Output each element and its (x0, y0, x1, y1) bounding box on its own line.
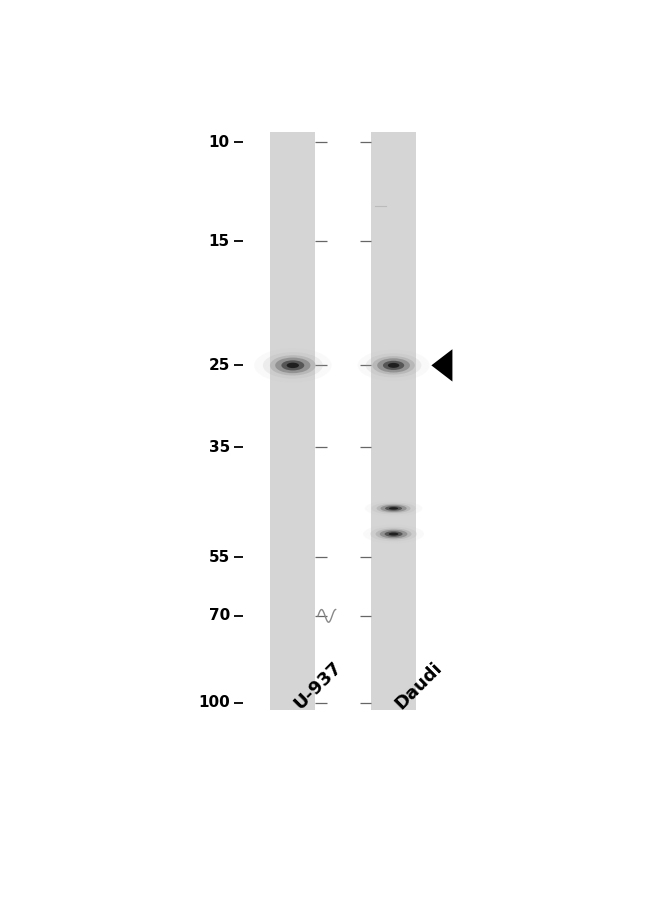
Ellipse shape (270, 356, 316, 376)
Ellipse shape (389, 507, 398, 509)
Text: Daudi: Daudi (391, 659, 445, 714)
Ellipse shape (371, 502, 416, 515)
Text: 25: 25 (209, 358, 230, 373)
Text: 70: 70 (209, 609, 230, 624)
Text: 35: 35 (209, 439, 230, 455)
Ellipse shape (263, 352, 323, 379)
Ellipse shape (377, 358, 410, 372)
Ellipse shape (254, 348, 332, 382)
Ellipse shape (389, 532, 398, 535)
Ellipse shape (363, 525, 424, 543)
Ellipse shape (365, 501, 422, 516)
Text: U-937: U-937 (291, 659, 345, 714)
Polygon shape (432, 349, 452, 381)
Ellipse shape (366, 354, 421, 378)
Ellipse shape (380, 505, 407, 512)
Ellipse shape (372, 356, 415, 375)
Ellipse shape (385, 531, 402, 537)
Ellipse shape (275, 357, 311, 373)
Ellipse shape (358, 350, 430, 381)
Ellipse shape (287, 363, 299, 368)
Ellipse shape (388, 363, 399, 367)
Ellipse shape (376, 529, 411, 540)
Ellipse shape (380, 530, 408, 538)
Ellipse shape (370, 527, 417, 542)
Text: 100: 100 (198, 695, 230, 710)
Ellipse shape (383, 361, 404, 370)
Bar (371, 132, 416, 710)
Ellipse shape (385, 506, 402, 511)
Ellipse shape (376, 504, 411, 513)
Ellipse shape (281, 360, 304, 370)
Text: 15: 15 (209, 234, 230, 249)
Text: 55: 55 (209, 550, 230, 565)
Text: 10: 10 (209, 135, 230, 150)
Bar (270, 132, 315, 710)
